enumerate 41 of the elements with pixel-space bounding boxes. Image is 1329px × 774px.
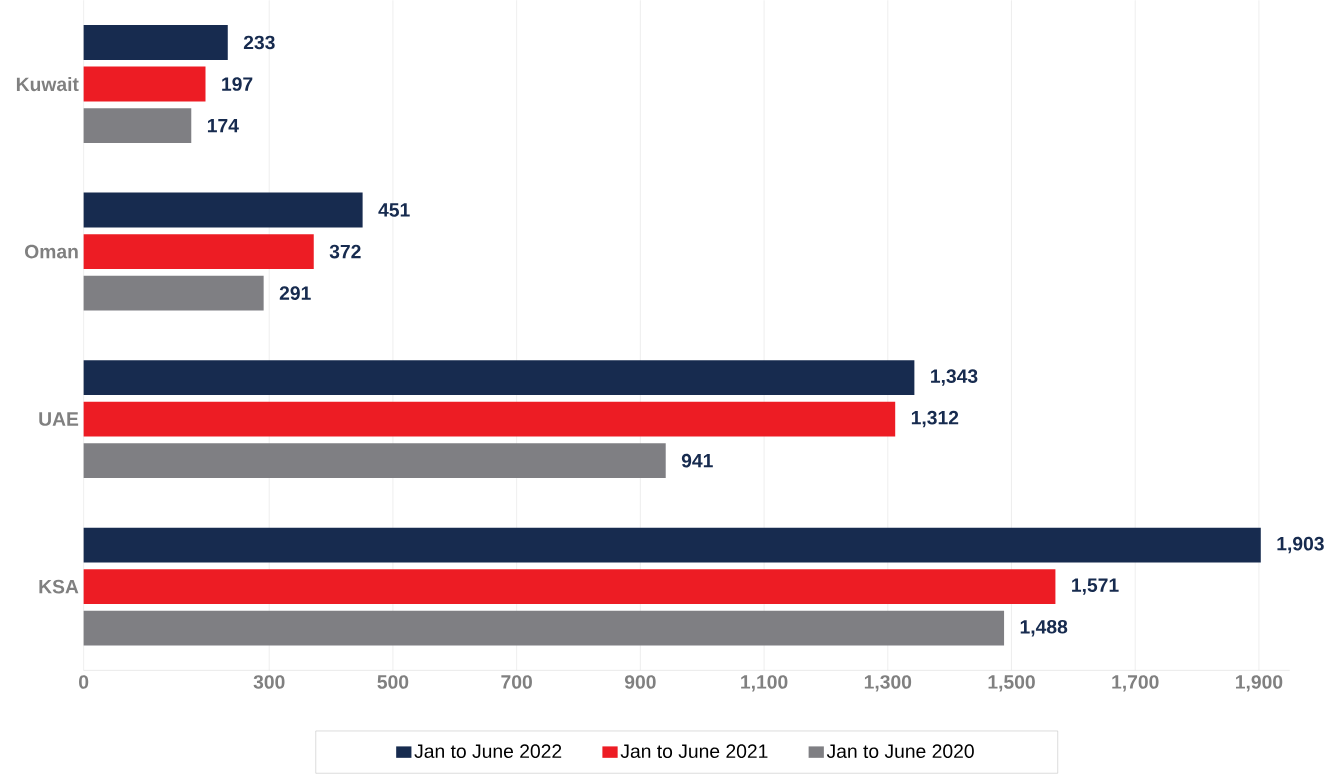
data-label: 197	[222, 77, 253, 92]
x-tick-label: 1,300	[864, 675, 912, 692]
x-tick-label: 700	[501, 675, 532, 690]
x-tick-label: 300	[253, 675, 285, 690]
data-label: 1,903	[1277, 537, 1324, 554]
legend-label: Jan to June 2022	[414, 744, 562, 759]
data-label: 1,488	[1020, 620, 1068, 637]
data-label: 174	[207, 119, 239, 133]
legend-label: Jan to June 2020	[826, 744, 974, 759]
x-tick-label: 1,700	[1112, 675, 1159, 692]
y-tick-label: Kuwait	[16, 77, 79, 92]
y-tick-label: KSA	[39, 580, 79, 594]
x-tick-label: 500	[377, 675, 409, 690]
bar	[83, 66, 206, 102]
y-tick-label: UAE	[39, 412, 79, 427]
x-tick-label: 1,500	[988, 675, 1035, 692]
bar	[83, 360, 915, 396]
bar	[83, 25, 228, 61]
bar	[83, 610, 1005, 646]
data-label: 1,343	[931, 369, 978, 387]
legend-label: Jan to June 2021	[620, 744, 768, 759]
bar	[83, 527, 1261, 563]
data-label: 372	[329, 244, 361, 259]
x-tick-label: 0	[79, 675, 89, 690]
data-label: 1,571	[1072, 578, 1119, 595]
x-tick-label: 1,100	[741, 675, 788, 692]
data-label: 451	[378, 203, 410, 217]
bar	[83, 192, 363, 228]
x-tick-label: 1,900	[1236, 675, 1283, 692]
bar	[83, 569, 1056, 605]
y-tick-label: Oman	[25, 244, 78, 259]
data-label: 941	[681, 454, 713, 468]
bar	[83, 234, 314, 270]
bar	[83, 401, 896, 437]
x-tick-label: 900	[624, 675, 656, 690]
bar	[83, 275, 264, 311]
bar	[83, 443, 666, 479]
data-label: 291	[279, 286, 311, 301]
bar	[83, 108, 192, 144]
data-label: 1,312	[911, 411, 959, 428]
data-label: 233	[243, 35, 275, 50]
